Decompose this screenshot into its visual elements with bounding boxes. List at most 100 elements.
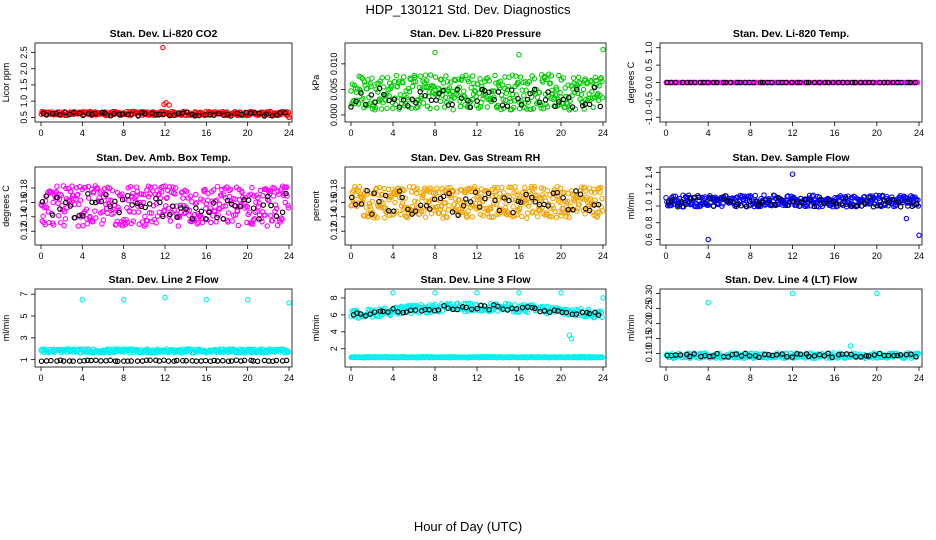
data-point <box>535 207 542 214</box>
data-point <box>368 83 374 90</box>
data-point <box>578 184 585 190</box>
data-point <box>193 191 199 198</box>
data-point <box>267 213 274 219</box>
data-point <box>432 49 438 56</box>
data-point <box>422 72 429 78</box>
data-point <box>794 351 800 357</box>
data-point <box>368 92 375 98</box>
data-point <box>455 76 462 82</box>
data-point <box>153 357 159 364</box>
data-point <box>465 76 471 82</box>
data-point <box>435 307 442 313</box>
data-point <box>449 209 456 215</box>
data-point <box>524 309 531 316</box>
data-point <box>257 346 263 353</box>
y-tick-label: 0.18 <box>19 179 29 197</box>
data-point <box>594 214 601 220</box>
data-point <box>134 358 141 364</box>
data-point <box>455 92 461 98</box>
data-point <box>85 110 92 117</box>
data-point <box>376 198 382 205</box>
data-point <box>176 214 183 221</box>
data-point <box>863 353 869 359</box>
data-point <box>377 308 384 314</box>
data-point <box>85 195 92 201</box>
data-point <box>189 216 196 222</box>
data-point <box>664 79 670 86</box>
data-point <box>143 357 150 363</box>
data-point <box>446 85 453 91</box>
data-point <box>271 185 278 192</box>
data-point <box>534 94 541 100</box>
y-tick-label: 0.12 <box>329 222 339 240</box>
data-point <box>203 296 210 303</box>
data-point <box>270 193 277 199</box>
data-point <box>463 196 469 202</box>
data-point <box>905 198 911 205</box>
data-point <box>566 214 572 221</box>
x-tick-label: 4 <box>80 251 85 261</box>
data-point <box>67 203 74 209</box>
data-point <box>183 206 189 212</box>
data-point <box>444 214 450 220</box>
data-point <box>431 83 437 90</box>
plot-frame <box>659 288 923 368</box>
data-point <box>225 210 232 216</box>
x-tick-label: 24 <box>914 128 924 138</box>
data-point <box>463 304 469 311</box>
series-3 <box>350 302 602 319</box>
data-point <box>833 201 840 207</box>
data-point <box>379 75 386 81</box>
x-tick-label: 0 <box>348 128 353 138</box>
data-point <box>909 203 915 210</box>
data-point <box>696 194 702 201</box>
data-point <box>376 184 383 191</box>
x-tick-label: 8 <box>121 373 126 383</box>
data-point <box>56 111 63 118</box>
data-point <box>486 89 492 95</box>
data-point <box>58 192 65 199</box>
data-point <box>758 354 765 361</box>
data-point <box>157 199 163 206</box>
data-point <box>255 203 262 210</box>
data-point <box>599 207 606 214</box>
data-point <box>686 353 693 360</box>
data-point <box>166 102 172 108</box>
data-point <box>351 82 358 89</box>
data-point <box>913 200 920 207</box>
data-point <box>55 212 62 219</box>
data-point <box>540 79 546 85</box>
data-point <box>84 357 91 364</box>
plot-frame <box>34 42 293 123</box>
data-point <box>396 194 403 201</box>
data-point <box>164 194 170 201</box>
data-point <box>265 193 271 200</box>
data-point <box>596 83 602 89</box>
data-point <box>43 112 50 118</box>
data-point <box>586 101 593 108</box>
data-point <box>428 97 435 104</box>
data-point <box>432 74 439 80</box>
data-point <box>170 203 176 209</box>
x-tick-label: 0 <box>348 251 353 261</box>
data-point <box>526 78 533 85</box>
data-point <box>576 201 582 208</box>
data-point <box>101 185 108 192</box>
data-point <box>128 111 135 117</box>
data-point <box>81 358 87 364</box>
data-point <box>481 303 488 309</box>
data-point <box>420 100 427 106</box>
data-point <box>858 203 865 209</box>
data-point <box>251 216 258 222</box>
data-point <box>509 197 515 203</box>
data-point <box>241 357 248 364</box>
data-point <box>811 79 818 86</box>
data-point <box>599 354 606 361</box>
data-point <box>258 215 264 222</box>
panel-title: Stan. Dev. Line 4 (LT) Flow <box>725 274 858 286</box>
data-point <box>713 79 720 86</box>
data-point <box>839 202 846 208</box>
data-point <box>46 219 52 226</box>
data-point <box>57 357 64 363</box>
data-point <box>518 201 524 208</box>
